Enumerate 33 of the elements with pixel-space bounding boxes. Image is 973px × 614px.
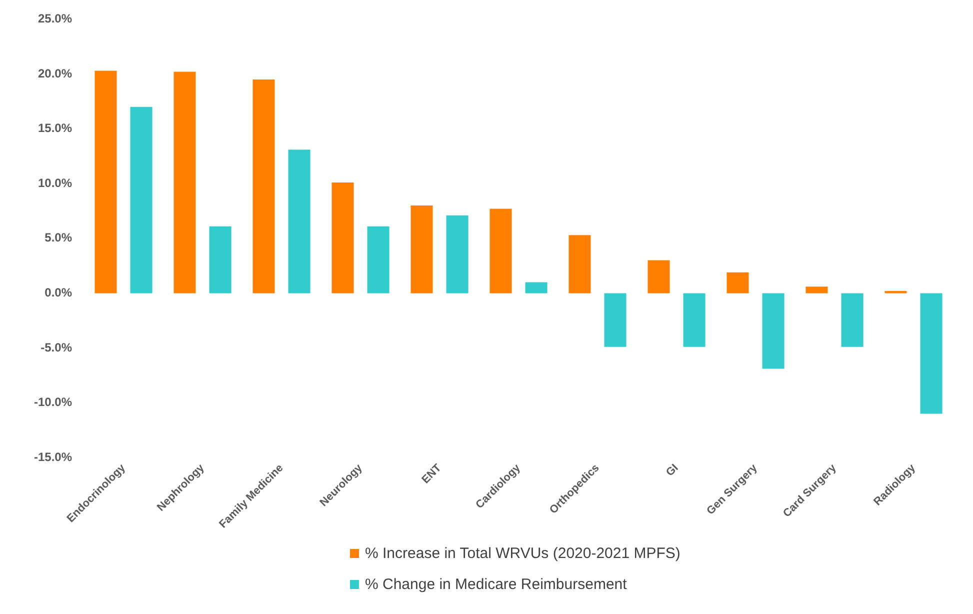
x-tick-label: GI	[664, 462, 681, 479]
y-tick-label: 0.0%	[44, 286, 72, 300]
y-tick-label: -10.0%	[34, 395, 72, 410]
bar	[648, 260, 670, 294]
y-tick-label: -15.0%	[34, 450, 72, 464]
bar	[332, 182, 354, 294]
bar	[252, 79, 275, 294]
y-tick-label: -5.0%	[40, 340, 72, 354]
bar	[174, 72, 196, 294]
bar	[209, 226, 232, 294]
bar	[762, 293, 784, 369]
y-tick-label: 10.0%	[38, 176, 72, 190]
bar	[410, 206, 433, 294]
legend-label: % Increase in Total WRVUs (2020-2021 MPFS)	[365, 545, 680, 562]
bar	[568, 235, 591, 294]
bar	[683, 293, 706, 347]
bar	[94, 70, 117, 294]
bar	[920, 293, 942, 414]
bar	[525, 282, 548, 294]
bar	[288, 150, 310, 294]
bar	[604, 293, 626, 347]
bar	[841, 293, 864, 347]
bar	[726, 272, 749, 294]
bar	[446, 215, 468, 294]
bar	[367, 226, 390, 294]
y-tick-label: 20.0%	[38, 66, 72, 80]
bar	[130, 106, 152, 294]
y-tick-label: 25.0%	[38, 12, 72, 26]
bar	[806, 286, 828, 294]
y-tick-label: 5.0%	[44, 230, 72, 245]
y-tick-label: 15.0%	[38, 121, 72, 136]
legend-label: % Change in Medicare Reimbursement	[365, 576, 627, 593]
bar	[490, 208, 512, 294]
